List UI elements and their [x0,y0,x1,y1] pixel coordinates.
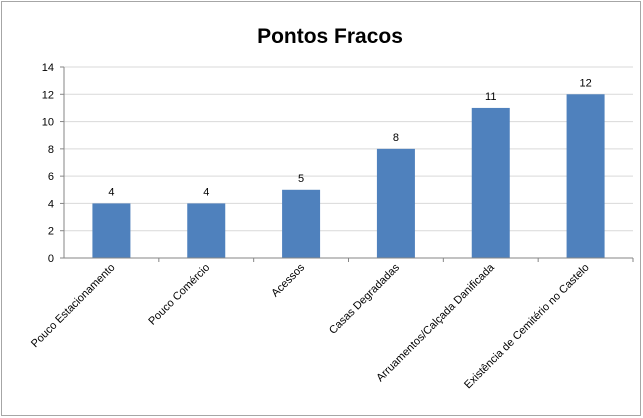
data-label: 4 [203,186,209,198]
data-label: 4 [108,186,114,198]
y-tick-label: 8 [48,144,54,156]
y-tick-label: 10 [42,117,54,129]
bar [376,148,415,258]
bar [566,94,605,259]
y-tick-label: 2 [48,226,54,238]
data-label: 5 [298,173,304,185]
x-category-label: Pouco Estacionamento [29,262,117,350]
y-tick-label: 4 [48,198,54,210]
x-category-label: Acessos [269,261,307,299]
x-category-label: Pouco Comércio [146,262,212,328]
bar [471,107,510,258]
bar [282,189,321,258]
y-tick-label: 14 [42,62,54,74]
bar [92,203,131,258]
bar [187,203,226,258]
y-tick-label: 0 [48,253,54,265]
chart-title: Pontos Fracos [257,25,403,48]
data-label: 12 [579,77,591,89]
data-label: 8 [393,132,399,144]
y-tick-label: 6 [48,171,54,183]
x-category-label: Casas Degradadas [327,261,402,336]
data-label: 11 [485,91,496,103]
y-tick-label: 12 [42,89,54,101]
